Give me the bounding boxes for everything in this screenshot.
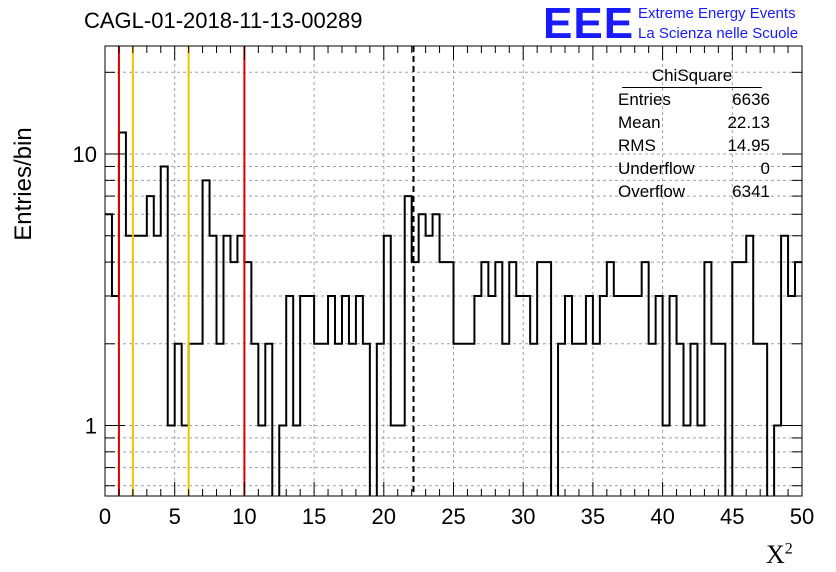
x-tick-label: 25: [441, 504, 465, 529]
x-tick-label: 40: [650, 504, 674, 529]
x-axis-label: X2: [766, 540, 793, 570]
stats-row-overflow: Overflow 6341: [610, 180, 780, 203]
stats-value: 22.13: [727, 113, 770, 132]
x-tick-label: 20: [372, 504, 396, 529]
stats-value: 0: [760, 159, 770, 178]
logo-line-2: La Scienza nelle Scuole: [638, 25, 799, 42]
stats-label: RMS: [618, 136, 656, 155]
x-tick-label: 35: [581, 504, 605, 529]
y-axis-label: Entries/bin: [10, 127, 37, 241]
stats-row-underflow: Underflow 0: [610, 157, 780, 180]
x-axis-label-sup: 2: [784, 540, 793, 558]
stats-box: ChiSquare Entries 6636 Mean 22.13 RMS 14.95…: [610, 66, 780, 203]
x-tick-label: 15: [302, 504, 326, 529]
x-tick-label: 45: [720, 504, 744, 529]
stats-label: Entries: [618, 90, 671, 109]
x-axis-label-text: X: [766, 540, 785, 569]
x-tick-label: 30: [511, 504, 535, 529]
y-axis-label-wrap: Entries/bin: [4, 120, 44, 240]
stats-value: 14.95: [727, 136, 770, 155]
y-tick-label: 1: [85, 414, 97, 439]
chart-title: CAGL-01-2018-11-13-00289: [84, 8, 363, 33]
x-tick-label: 5: [169, 504, 181, 529]
eee-logo: EEE: [543, 0, 635, 48]
histogram-series: [105, 131, 802, 496]
stats-row-entries: Entries 6636: [610, 88, 780, 111]
stats-value: 6341: [732, 182, 770, 201]
stats-label: Mean: [618, 113, 661, 132]
stats-row-rms: RMS 14.95: [610, 134, 780, 157]
stats-label: Underflow: [618, 159, 695, 178]
stats-value: 6636: [732, 90, 770, 109]
stats-row-mean: Mean 22.13: [610, 111, 780, 134]
x-tick-label: 50: [790, 504, 814, 529]
x-tick-label: 10: [232, 504, 256, 529]
stats-title: ChiSquare: [622, 66, 762, 88]
stats-label: Overflow: [618, 182, 686, 201]
y-tick-label: 10: [73, 142, 97, 167]
logo-line-1: Extreme Energy Events: [638, 5, 796, 22]
x-tick-label: 0: [99, 504, 111, 529]
